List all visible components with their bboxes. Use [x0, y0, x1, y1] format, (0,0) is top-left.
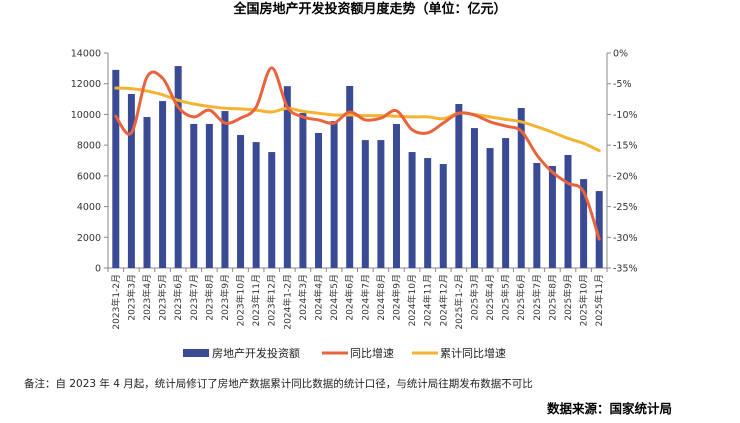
category-label: 2023年9月 — [219, 274, 231, 321]
right-tick-label: 0% — [613, 49, 628, 60]
bar — [174, 66, 182, 268]
bar — [564, 154, 572, 268]
category-label: 2025年7月 — [531, 274, 543, 321]
bar — [221, 111, 229, 268]
category-label: 2024年8月 — [375, 274, 387, 321]
bar — [346, 86, 354, 269]
left-tick-label: 14000 — [71, 49, 101, 60]
bar — [424, 158, 432, 268]
bar — [439, 164, 447, 268]
category-label: 2025年10月 — [578, 274, 590, 326]
bar — [159, 101, 167, 268]
left-tick-label: 0 — [95, 264, 101, 275]
bar — [455, 103, 463, 268]
bar — [252, 142, 260, 268]
legend: 房地产开发投资额 同比增速 累计同比增速 — [183, 346, 506, 360]
bar — [548, 166, 556, 268]
category-label: 2024年5月 — [328, 274, 340, 321]
category-label: 2024年4月 — [313, 274, 325, 321]
source: 数据来源：国家统计局 — [546, 401, 672, 416]
bar — [361, 140, 369, 268]
lines — [114, 66, 601, 241]
chart-title: 全国房地产开发投资额月度走势（单位：亿元） — [232, 1, 506, 17]
left-tick-label: 2000 — [77, 233, 101, 244]
right-tick-label: -20% — [613, 171, 638, 182]
legend-label-cumulative: 累计同比增速 — [440, 346, 506, 360]
bar — [127, 94, 135, 268]
cumulative-yoy-line — [114, 86, 601, 153]
bar — [517, 107, 525, 268]
bar — [408, 152, 416, 268]
left-tick-label: 12000 — [71, 79, 101, 90]
category-label: 2025年9月 — [562, 274, 574, 321]
category-label: 2024年11月 — [422, 274, 434, 326]
category-label: 2025年6月 — [515, 274, 527, 321]
category-label: 2025年5月 — [500, 274, 512, 321]
right-tick-label: -35% — [613, 264, 638, 275]
bar — [143, 117, 151, 269]
bars — [112, 66, 603, 269]
category-label: 2024年12月 — [437, 274, 449, 326]
left-tick-label: 10000 — [71, 110, 101, 121]
category-label: 2023年11月 — [250, 274, 262, 326]
bar — [237, 135, 245, 268]
right-tick-label: -30% — [613, 233, 638, 244]
bar — [595, 191, 603, 268]
yoy-growth-line — [114, 66, 601, 241]
legend-label-investment: 房地产开发投资额 — [212, 346, 300, 360]
category-label: 2024年7月 — [359, 274, 371, 321]
category-label: 2025年1-2月 — [453, 274, 465, 330]
bar — [268, 152, 276, 268]
category-label: 2023年4月 — [141, 274, 153, 321]
category-label: 2024年3月 — [297, 274, 309, 321]
right-tick-label: -15% — [613, 141, 638, 152]
category-label: 2025年11月 — [593, 274, 605, 326]
bar — [377, 140, 385, 268]
category-label: 2023年5月 — [157, 274, 169, 321]
category-label: 2025年3月 — [468, 274, 480, 321]
bar — [533, 162, 541, 268]
bar — [283, 86, 291, 269]
category-label: 2024年9月 — [390, 274, 402, 321]
bar — [205, 123, 213, 268]
category-label: 2023年1-2月 — [110, 274, 122, 330]
left-tick-label: 4000 — [77, 202, 101, 213]
left-tick-label: 8000 — [77, 141, 101, 152]
category-label: 2025年4月 — [484, 274, 496, 321]
category-label: 2023年12月 — [266, 274, 278, 326]
category-label: 2024年1-2月 — [281, 274, 293, 330]
category-labels: 2023年1-2月 2023年3月 2023年4月 2023年5月 2023年6月 202… — [110, 274, 605, 330]
category-label: 2023年8月 — [203, 274, 215, 321]
right-tick-label: -25% — [613, 202, 638, 213]
right-tick-label: -5% — [613, 79, 632, 90]
category-label: 2023年6月 — [172, 274, 184, 321]
bar — [392, 123, 400, 268]
bar — [502, 138, 510, 268]
category-label: 2023年3月 — [125, 274, 137, 321]
category-label: 2023年10月 — [235, 274, 247, 326]
category-label: 2023年7月 — [188, 274, 200, 321]
bar — [330, 121, 338, 269]
bar — [486, 148, 494, 268]
bar — [112, 69, 120, 269]
left-tick-label: 6000 — [77, 171, 101, 182]
right-tick-label: -10% — [613, 110, 638, 121]
legend-label-yoy: 同比增速 — [350, 346, 394, 360]
category-label: 2025年8月 — [546, 274, 558, 321]
bar — [315, 133, 323, 268]
category-label: 2024年10月 — [406, 274, 418, 326]
legend-swatch-bar — [183, 349, 209, 357]
bar — [190, 123, 198, 268]
bar — [580, 179, 588, 268]
bar — [470, 128, 478, 268]
footnote: 备注：自 2023 年 4 月起，统计局修订了房地产数据累计同比数据的统计口径，… — [24, 378, 533, 390]
category-label: 2024年6月 — [344, 274, 356, 321]
bar — [299, 113, 307, 269]
